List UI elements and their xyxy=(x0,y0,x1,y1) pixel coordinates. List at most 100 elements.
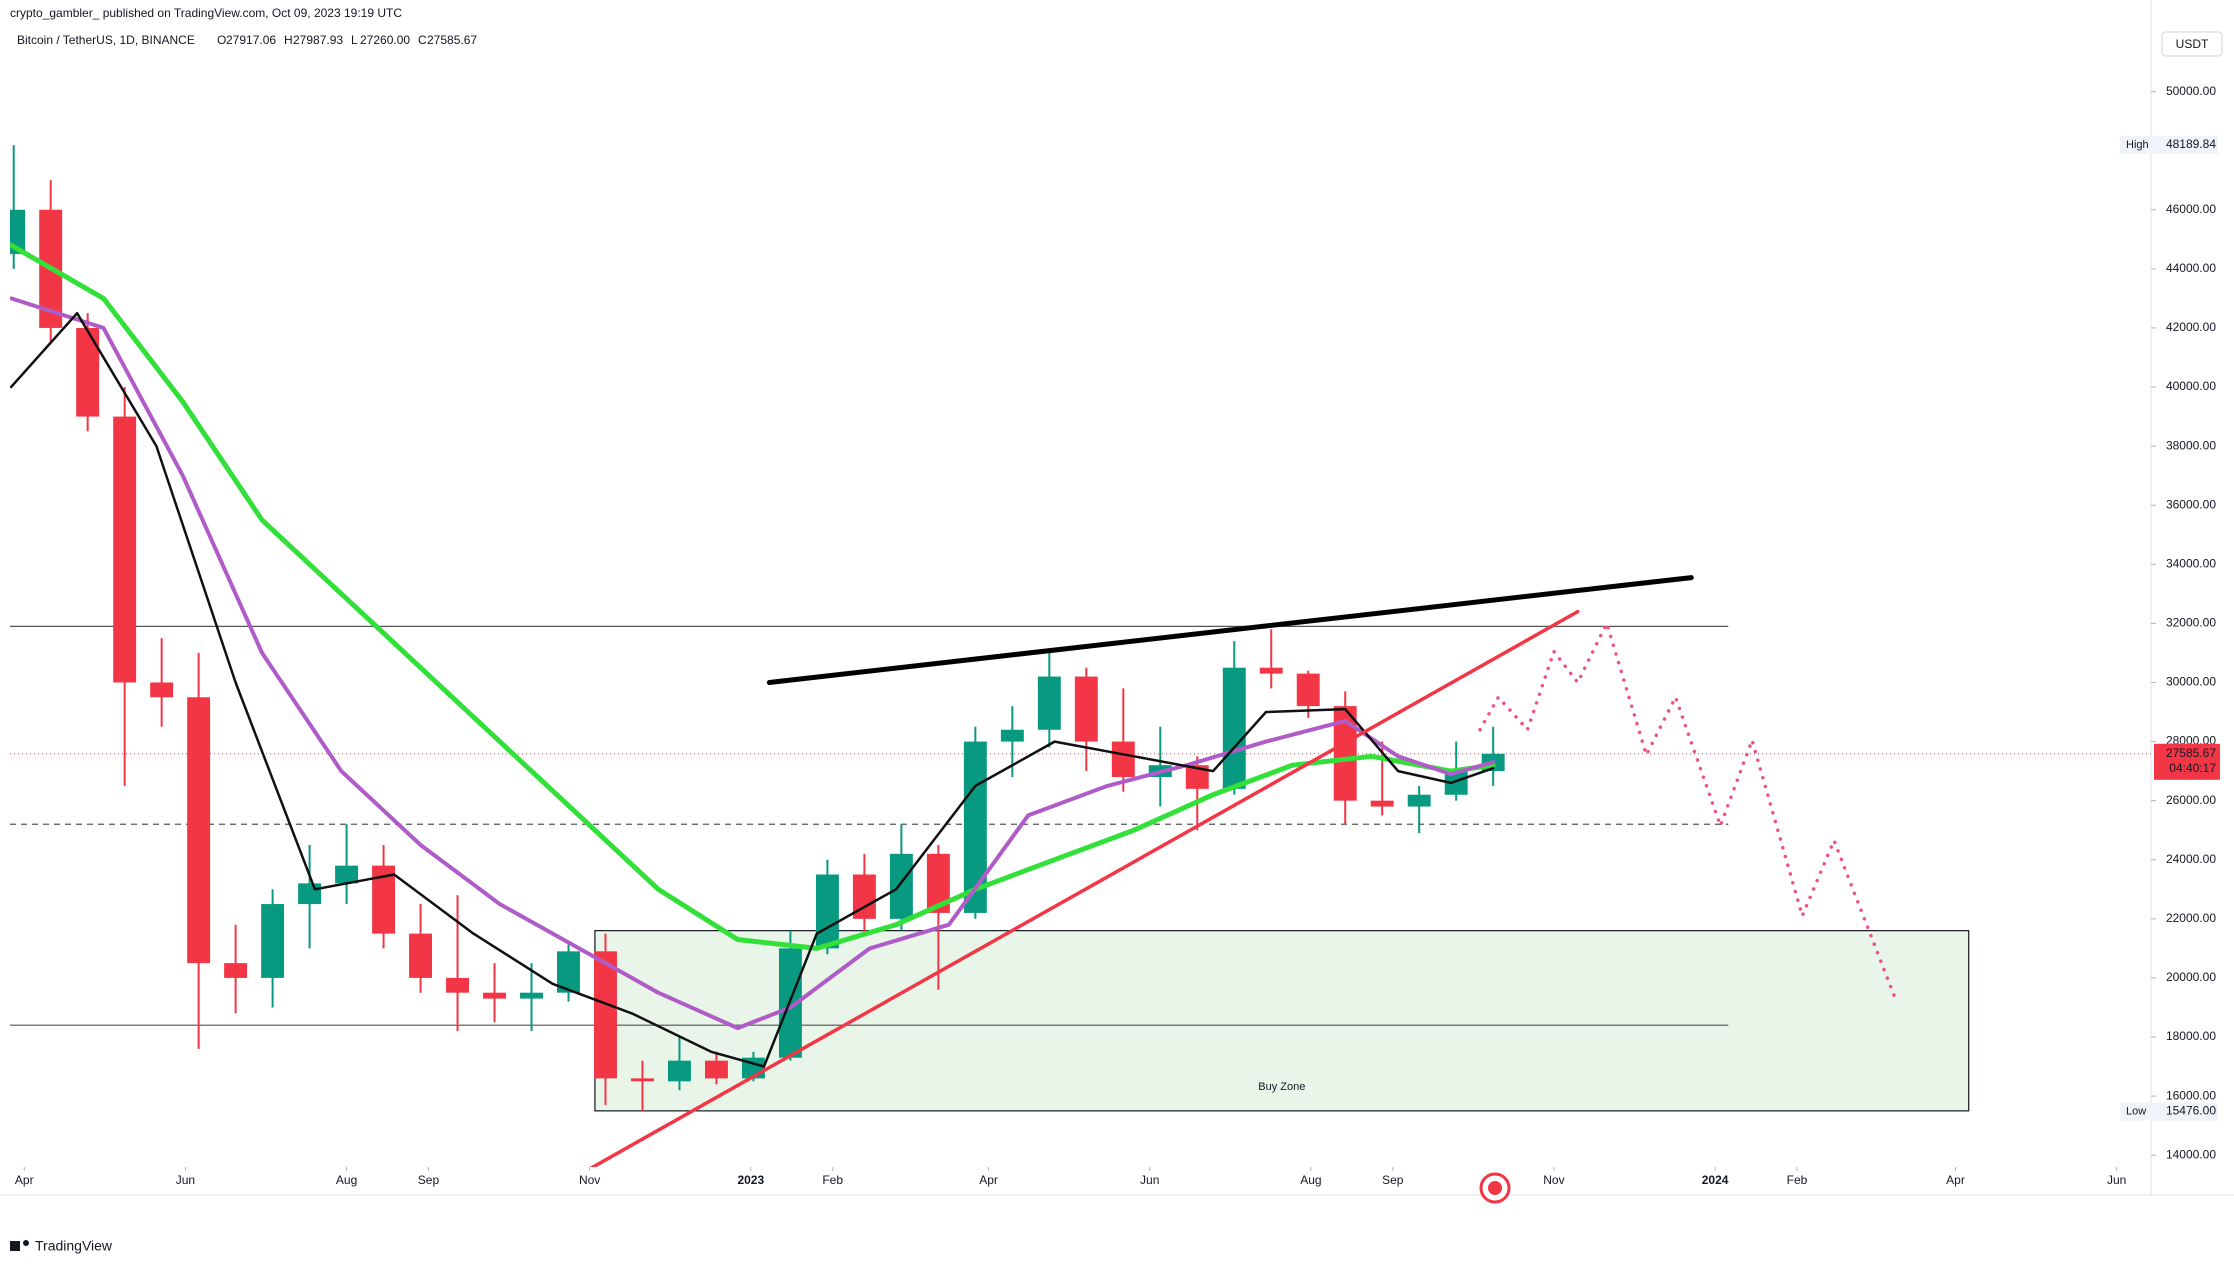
candle-body xyxy=(889,853,913,919)
candle-body xyxy=(10,209,26,255)
y-tick-label: 32000.00 xyxy=(2166,616,2216,630)
y-tick-label: 26000.00 xyxy=(2166,793,2216,807)
candle-body xyxy=(1370,800,1394,807)
currency[interactable]: USDT xyxy=(2176,37,2209,51)
candle-body xyxy=(667,1060,691,1082)
y-tick-label: 40000.00 xyxy=(2166,379,2216,393)
y-tick-label: 42000.00 xyxy=(2166,320,2216,334)
x-tick-label: Apr xyxy=(1946,1173,1965,1187)
candle-body xyxy=(1222,667,1246,789)
x-tick-label: Apr xyxy=(979,1173,998,1187)
ohlc-prefix: L xyxy=(351,33,358,47)
candle-body xyxy=(446,977,470,993)
extreme-value: 15476.00 xyxy=(2166,1104,2216,1118)
candle-body xyxy=(704,1060,728,1079)
brand: TradingView xyxy=(35,1238,113,1254)
candle-body xyxy=(594,951,617,1079)
y-tick-label: 46000.00 xyxy=(2166,202,2216,216)
candle-body xyxy=(1259,667,1283,674)
moving-average xyxy=(10,296,1496,1031)
ohlc-value: 27260.00 xyxy=(360,33,410,47)
candle-body xyxy=(1444,771,1468,795)
ohlc-prefix: O xyxy=(217,33,226,47)
last-price-label: 27585.67 xyxy=(2166,746,2216,760)
candle-body xyxy=(852,874,876,919)
candle-body xyxy=(335,865,359,884)
publisher: crypto_gambler_ published on TradingView… xyxy=(10,6,402,20)
candle-body xyxy=(483,992,506,999)
extreme-value: 48189.84 xyxy=(2166,137,2216,151)
x-tick-label: Jun xyxy=(1140,1173,1159,1187)
candle-body xyxy=(150,682,174,698)
projection-path xyxy=(1478,621,1897,999)
y-tick-label: 24000.00 xyxy=(2166,852,2216,866)
x-tick-label: Feb xyxy=(822,1173,843,1187)
ohlc-prefix: H xyxy=(284,33,293,47)
candle-body xyxy=(963,741,987,913)
countdown: 04:40:17 xyxy=(2169,761,2216,775)
y-tick-label: 30000.00 xyxy=(2166,675,2216,689)
candle-body xyxy=(1111,741,1135,778)
x-tick-label: Jun xyxy=(176,1173,195,1187)
moving-average xyxy=(10,242,1496,951)
y-tick-label: 18000.00 xyxy=(2166,1029,2216,1043)
events-icon[interactable] xyxy=(1479,1172,1511,1204)
candle-body xyxy=(1000,729,1024,742)
candle-body xyxy=(409,933,433,978)
ohlc-prefix: C xyxy=(418,33,427,47)
extreme-box xyxy=(2120,1102,2218,1121)
y-tick-label: 50000.00 xyxy=(2166,84,2216,98)
candle-body xyxy=(1407,794,1431,807)
trend-line xyxy=(766,575,1694,685)
x-tick-label: Aug xyxy=(336,1173,357,1187)
x-tick-label: Feb xyxy=(1787,1173,1808,1187)
y-tick-label: 36000.00 xyxy=(2166,497,2216,511)
y-tick-label: 16000.00 xyxy=(2166,1088,2216,1102)
currency-box[interactable] xyxy=(2161,31,2223,57)
x-tick-label: Apr xyxy=(15,1173,34,1187)
zone-label: Buy Zone xyxy=(1258,1081,1305,1093)
candle-body xyxy=(224,963,248,978)
y-tick-label: 22000.00 xyxy=(2166,911,2216,925)
buy-zone xyxy=(594,930,1970,1112)
extreme-name: High xyxy=(2126,139,2149,151)
brand-logo xyxy=(10,1240,29,1251)
plot-area: Buy Zone xyxy=(10,145,2151,1167)
candle-body xyxy=(1037,676,1061,730)
candle-body xyxy=(76,327,100,417)
candle-body xyxy=(926,853,950,913)
moving-average xyxy=(10,311,1495,1068)
trend-line xyxy=(589,609,1580,1167)
candle-body xyxy=(1185,765,1209,789)
x-tick-label: Nov xyxy=(1543,1173,1564,1187)
ohlc-value: 27987.93 xyxy=(293,33,343,47)
candle-body xyxy=(520,992,543,999)
x-tick-label: Sep xyxy=(1382,1173,1404,1187)
candle-body xyxy=(187,697,211,964)
candle-body xyxy=(113,416,137,683)
candle-body xyxy=(631,1078,654,1082)
y-tick-label: 14000.00 xyxy=(2166,1147,2216,1161)
last-price-box xyxy=(2154,743,2220,780)
x-tick-label: Nov xyxy=(579,1173,600,1187)
candle-body xyxy=(298,883,322,905)
symbol: Bitcoin / TetherUS, 1D, BINANCE xyxy=(17,33,195,47)
x-tick-label: Jun xyxy=(2107,1173,2126,1187)
y-tick-label: 34000.00 xyxy=(2166,556,2216,570)
extreme-name: Low xyxy=(2126,1105,2146,1117)
candle-body xyxy=(261,904,285,978)
candle-body xyxy=(557,951,580,993)
extreme-box xyxy=(2120,136,2218,155)
candle-body xyxy=(1296,673,1320,707)
y-tick-label: 44000.00 xyxy=(2166,261,2216,275)
candle-body xyxy=(815,874,839,949)
x-tick-label: Aug xyxy=(1300,1173,1321,1187)
ohlc-value: 27585.67 xyxy=(427,33,477,47)
candle-body xyxy=(1074,676,1098,742)
candle-body xyxy=(1333,706,1357,801)
x-tick-label: 2024 xyxy=(1702,1173,1729,1187)
y-tick-label: 20000.00 xyxy=(2166,970,2216,984)
ohlc-value: 27917.06 xyxy=(226,33,276,47)
